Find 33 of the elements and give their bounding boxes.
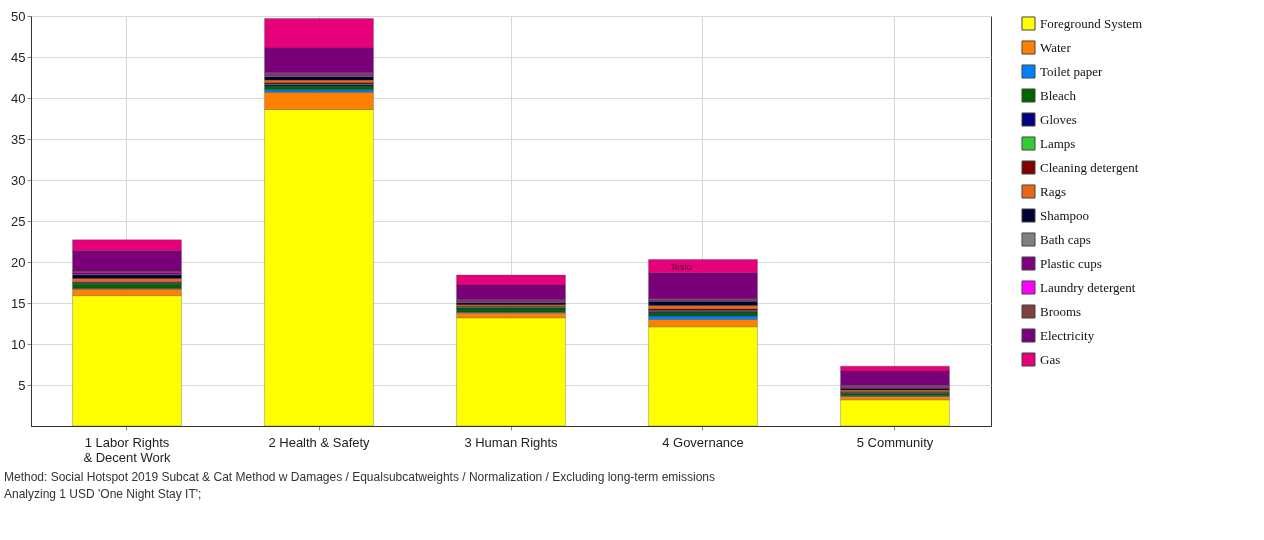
x-tick-label: 4 Governance (662, 434, 744, 450)
y-tick-label: 15 (11, 295, 26, 311)
y-tick-label: 5 (18, 377, 26, 393)
legend-label: Foreground System (1040, 15, 1143, 31)
text: Analyzing 1 USD 'One Night Stay IT'; (4, 486, 203, 503)
x-tick-label: 5 Community (856, 434, 934, 450)
legend-label: Shampoo (1040, 207, 1090, 223)
legend-label: Gas (1040, 351, 1061, 367)
y-tick-label: 25 (11, 213, 26, 229)
legend-label: Cleaning detergent (1040, 159, 1139, 175)
y-tick-label: 50 (11, 8, 26, 24)
legend-label: Plastic cups (1040, 255, 1102, 271)
y-tick-label: 40 (11, 90, 26, 106)
legend-label: Gloves (1040, 111, 1077, 127)
y-tick-label: 10 (11, 336, 26, 352)
legend-label: Laundry detergent (1040, 279, 1136, 295)
x-tick-label: 2 Health & Safety (268, 434, 371, 450)
y-tick-label: 35 (11, 131, 26, 147)
y-tick-label: 30 (11, 172, 26, 188)
legend-label: Bleach (1040, 87, 1077, 103)
legend-label: Lamps (1040, 135, 1076, 151)
legend-label: Bath caps (1040, 231, 1091, 247)
y-tick-label: 20 (11, 254, 26, 270)
legend-label: Rags (1040, 183, 1066, 199)
legend-label: Toilet paper (1040, 63, 1103, 79)
legend-label: Water (1040, 39, 1072, 55)
annotation: Testo (670, 262, 692, 273)
x-tick-label: 1 Labor Rights & Decent Work (83, 434, 172, 465)
text: Method: Social Hotspot 2019 Subcat & Cat Method w Damages / Equalsubcatweights / Normalization / Excluding long-term emissions (4, 469, 717, 486)
y-tick-label: 45 (11, 49, 26, 65)
x-tick-label: 3 Human Rights (464, 434, 559, 450)
legend-label: Brooms (1040, 303, 1082, 319)
legend-label: Electricity (1040, 327, 1095, 343)
